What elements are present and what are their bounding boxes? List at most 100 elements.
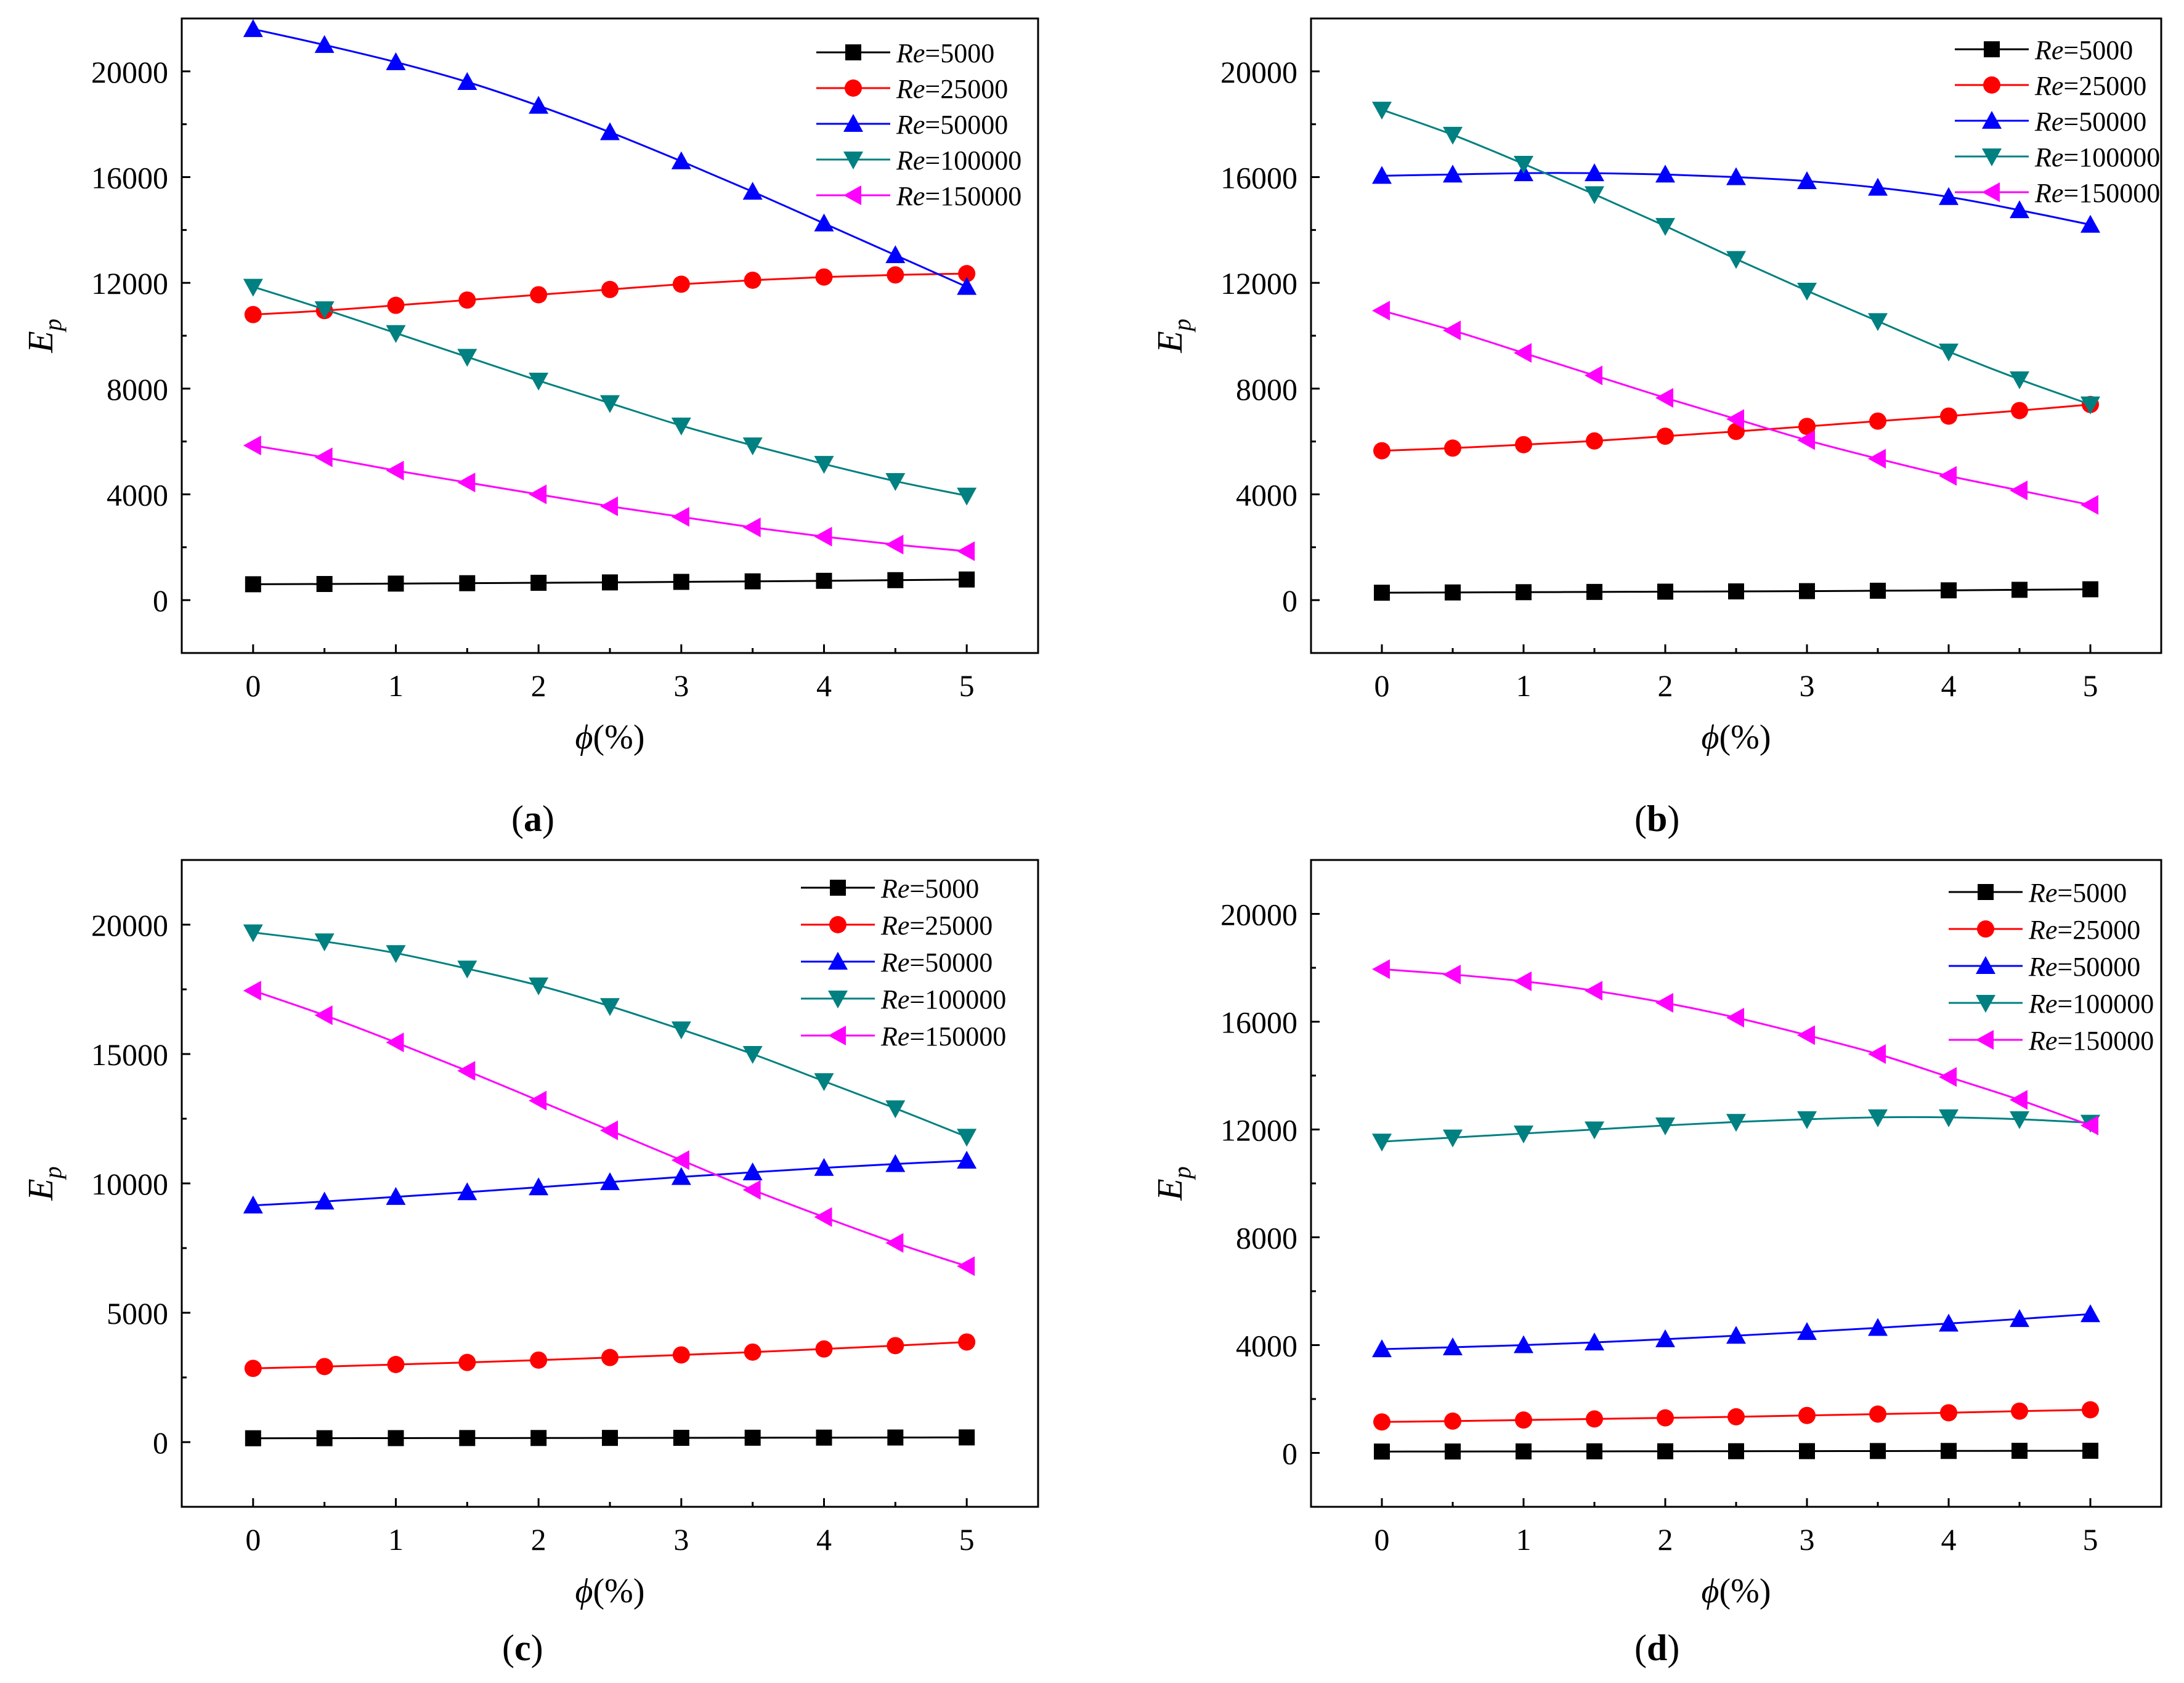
data-point — [1585, 365, 1602, 386]
legend-label: Re=25000 — [896, 74, 1008, 104]
data-point — [244, 306, 262, 323]
data-point — [1655, 387, 1673, 408]
x-tick-label: 0 — [245, 1522, 261, 1557]
legend-marker — [830, 880, 846, 896]
legend-entry: Re=100000 — [801, 984, 1006, 1015]
data-point — [744, 573, 761, 590]
data-point — [1586, 432, 1603, 450]
data-point — [386, 1186, 406, 1205]
x-axis-label: ϕ(%) — [1702, 1572, 1771, 1610]
series-Re=5000 — [245, 1429, 975, 1446]
series-Re=100000 — [243, 278, 977, 506]
x-tick-label: 2 — [531, 668, 546, 703]
data-point — [2011, 402, 2028, 420]
chart-a-svg: 0 4000 8000 12000 16000 20000 0 1 2 3 4 5 ϕ(%) Ep Re=5… — [20, 17, 1039, 756]
x-tick-label: 1 — [1516, 1522, 1532, 1557]
data-point — [671, 1167, 691, 1185]
data-point — [530, 575, 547, 591]
y-tick-label: 4000 — [1236, 1329, 1297, 1363]
data-point — [1443, 164, 1463, 183]
data-point — [1868, 1109, 1888, 1127]
data-point — [1372, 166, 1392, 184]
series-Re=25000 — [244, 1333, 976, 1377]
data-point — [1939, 1313, 1959, 1332]
panel-label-d: (d) — [1634, 1628, 1680, 1668]
series-line — [1381, 968, 2091, 1127]
data-point — [1515, 436, 1532, 453]
data-point — [600, 122, 620, 140]
data-point — [314, 34, 335, 53]
data-point — [814, 213, 834, 232]
data-point — [2080, 214, 2100, 233]
data-point — [529, 1177, 549, 1196]
data-point — [386, 945, 406, 963]
data-point — [671, 151, 691, 169]
data-point — [459, 1430, 476, 1446]
data-point — [387, 296, 405, 314]
data-point — [672, 1346, 690, 1364]
data-point — [1870, 582, 1886, 599]
x-tick-label: 0 — [1374, 668, 1390, 703]
data-point — [885, 1100, 906, 1119]
data-point — [1657, 583, 1673, 600]
data-point — [1797, 171, 1817, 189]
data-point — [386, 325, 406, 343]
y-tick-label: 8000 — [1236, 372, 1297, 407]
legend-label: Re=5000 — [2034, 35, 2133, 65]
y-tick-label: 5000 — [107, 1296, 168, 1331]
x-tick-label: 5 — [959, 1522, 975, 1557]
data-point — [1657, 428, 1674, 445]
data-point — [1941, 582, 1957, 599]
legend-label: Re=25000 — [880, 910, 993, 941]
data-point — [2080, 396, 2100, 415]
data-point — [814, 1073, 834, 1092]
series-Re=5000 — [1374, 1443, 2098, 1460]
data-point — [1940, 407, 1957, 425]
y-tick-label: 15000 — [91, 1037, 168, 1072]
data-point — [243, 1195, 263, 1214]
legend-marker — [1982, 148, 2002, 166]
data-point — [458, 291, 476, 309]
data-point — [529, 1090, 547, 1111]
series-Re=5000 — [1374, 581, 2098, 601]
data-point — [386, 52, 406, 70]
data-point — [671, 417, 691, 436]
panel-label-b: (b) — [1634, 798, 1680, 839]
data-point — [887, 1429, 904, 1446]
data-point — [1372, 301, 1390, 321]
data-point — [815, 1340, 833, 1358]
data-point — [958, 1333, 976, 1351]
series-Re=150000 — [1372, 959, 2098, 1135]
y-tick-label: 16000 — [1220, 1005, 1297, 1040]
data-point — [457, 960, 477, 979]
series-line — [253, 444, 967, 553]
x-axis-label: ϕ(%) — [1702, 718, 1771, 756]
data-point — [1514, 1125, 1533, 1144]
chart-panel-d: 0 4000 8000 12000 16000 20000 0 1 2 3 4 5 ϕ(%) Ep Re=5… — [1092, 841, 2184, 1683]
data-point — [2080, 495, 2098, 515]
data-point — [742, 182, 763, 200]
data-point — [1445, 584, 1461, 601]
data-point — [1445, 1443, 1461, 1460]
legend-marker — [828, 991, 848, 1008]
data-point — [1374, 585, 1390, 601]
data-point — [1657, 1443, 1673, 1459]
data-point — [742, 1046, 763, 1064]
data-point — [1868, 177, 1888, 196]
legend-entry: Re=5000 — [816, 38, 994, 68]
y-tick-label: 20000 — [1220, 55, 1297, 89]
legend-entry: Re=50000 — [801, 947, 993, 978]
data-point — [1655, 164, 1675, 183]
data-point — [1728, 583, 1744, 600]
x-tick-label: 4 — [1941, 668, 1957, 703]
data-point — [957, 1151, 977, 1169]
data-point — [672, 275, 690, 293]
legend-marker — [843, 152, 863, 169]
y-tick-label: 20000 — [91, 908, 168, 943]
data-point — [744, 271, 761, 289]
data-point — [1586, 1443, 1602, 1459]
legend-entry: Re=5000 — [1949, 878, 2127, 908]
y-tick-label: 8000 — [107, 372, 168, 407]
data-point — [2010, 200, 2029, 219]
data-point — [887, 1337, 904, 1355]
